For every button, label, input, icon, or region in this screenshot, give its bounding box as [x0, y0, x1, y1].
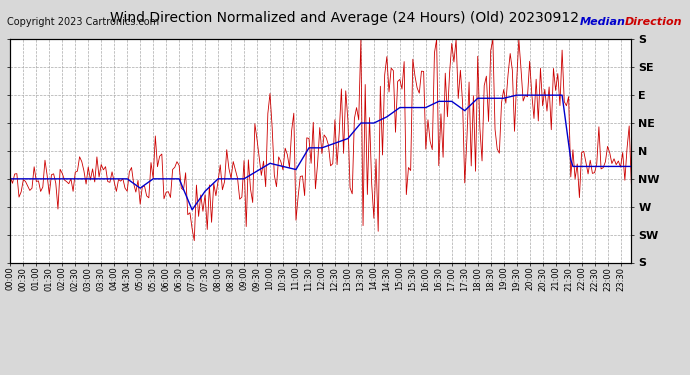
Text: Copyright 2023 Cartronics.com: Copyright 2023 Cartronics.com: [7, 17, 159, 27]
Text: Wind Direction Normalized and Average (24 Hours) (Old) 20230912: Wind Direction Normalized and Average (2…: [110, 11, 580, 25]
Text: Direction: Direction: [624, 17, 682, 27]
Text: Median: Median: [580, 17, 625, 27]
